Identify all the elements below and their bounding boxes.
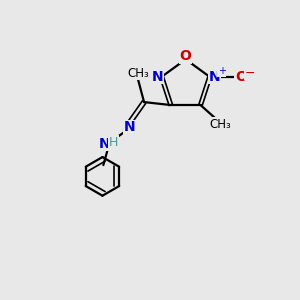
Text: CH₃: CH₃ bbox=[209, 118, 231, 131]
Text: CH₃: CH₃ bbox=[127, 67, 149, 80]
Text: O: O bbox=[235, 70, 247, 84]
Text: +: + bbox=[218, 67, 226, 76]
Text: −: − bbox=[244, 67, 255, 80]
Text: N: N bbox=[99, 137, 111, 151]
Text: N: N bbox=[208, 70, 220, 84]
Text: N: N bbox=[123, 120, 135, 134]
Text: N: N bbox=[152, 70, 163, 84]
Text: O: O bbox=[180, 50, 192, 63]
Text: H: H bbox=[109, 136, 119, 149]
